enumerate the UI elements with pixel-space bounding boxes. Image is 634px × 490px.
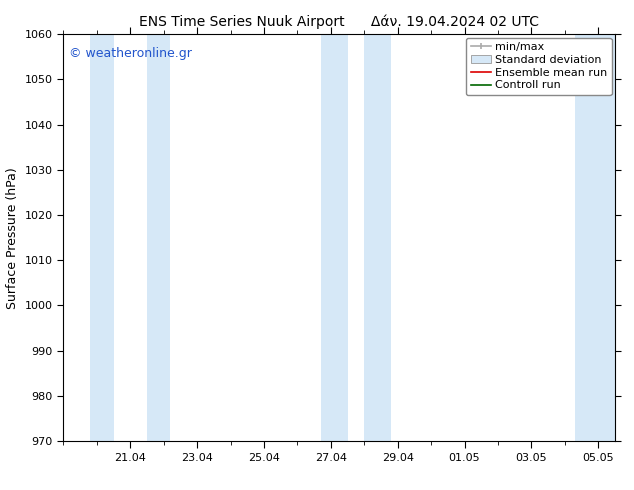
Bar [321,34,347,441]
Bar [365,34,391,441]
Bar [147,34,171,441]
Legend: min/max, Standard deviation, Ensemble mean run, Controll run: min/max, Standard deviation, Ensemble me… [466,38,612,95]
Title: ENS Time Series Nuuk Airport      Δάν. 19.04.2024 02 UTC: ENS Time Series Nuuk Airport Δάν. 19.04.… [139,15,539,29]
Bar [575,34,615,441]
Text: © weatheronline.gr: © weatheronline.gr [69,47,192,59]
Y-axis label: Surface Pressure (hPa): Surface Pressure (hPa) [6,167,19,309]
Bar [90,34,113,441]
